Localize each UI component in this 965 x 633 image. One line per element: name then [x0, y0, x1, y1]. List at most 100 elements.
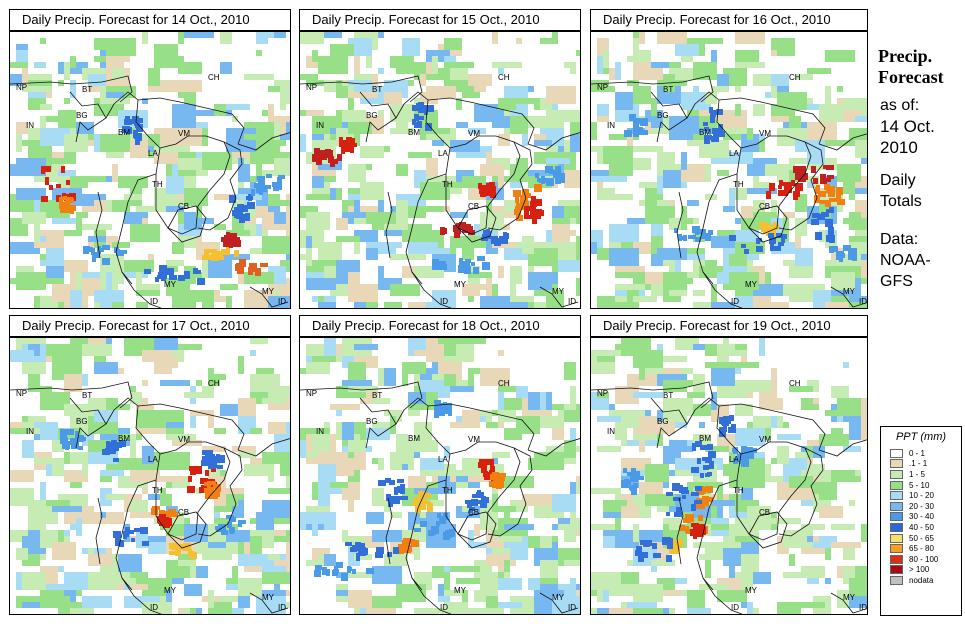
precip-cell	[142, 284, 160, 290]
precip-cell	[172, 578, 184, 584]
precip-cell	[306, 506, 330, 512]
precip-cell	[651, 560, 675, 566]
rain-cell	[666, 512, 670, 516]
precip-cell	[82, 344, 106, 356]
rain-cell	[515, 195, 519, 203]
legend-label: 1 - 5	[909, 469, 926, 479]
precip-cell	[94, 98, 100, 104]
precip-cell	[564, 404, 576, 410]
rain-cell	[209, 249, 217, 253]
precip-cell	[214, 518, 232, 524]
precip-cell	[669, 266, 675, 272]
precip-cell	[651, 128, 669, 134]
country-border	[487, 141, 533, 231]
rain-cell	[825, 219, 833, 227]
rain-cell	[397, 479, 404, 483]
region-label: IN	[316, 427, 324, 436]
rain-cell	[158, 516, 162, 524]
precip-cell	[154, 152, 178, 164]
precip-cell	[603, 86, 615, 92]
precip-cell	[136, 428, 166, 434]
rain-cell	[824, 184, 830, 190]
precip-cell	[46, 500, 70, 506]
rain-cell	[234, 237, 240, 243]
region-label: TH	[442, 180, 453, 189]
precip-cell	[378, 32, 384, 38]
rain-cell	[138, 135, 142, 141]
precip-cell	[789, 158, 819, 164]
rain-cell	[208, 454, 215, 460]
precip-cell	[190, 152, 208, 158]
precip-cell	[627, 134, 633, 146]
precip-cell	[82, 464, 88, 476]
precip-cell	[384, 500, 390, 512]
precip-cell	[28, 386, 52, 392]
precip-cell	[76, 518, 82, 536]
precip-cell	[330, 44, 354, 56]
precip-cell	[70, 608, 94, 614]
precip-cell	[172, 164, 178, 176]
precip-cell	[504, 560, 510, 572]
rain-cell	[61, 166, 65, 173]
precip-cell	[492, 350, 498, 368]
precip-cell	[480, 212, 504, 230]
precip-cell	[348, 386, 378, 392]
precip-cell	[366, 512, 384, 524]
precip-cell	[699, 266, 711, 278]
precip-cell	[100, 512, 106, 518]
precip-cell	[238, 356, 244, 374]
rain-cell	[667, 541, 673, 549]
precip-cell	[130, 512, 160, 518]
rain-cell	[513, 190, 521, 197]
rain-cell	[199, 487, 207, 493]
rain-cell	[144, 269, 151, 274]
rain-cell	[159, 514, 166, 521]
legend-item: 1 - 5	[881, 469, 961, 480]
country-border	[427, 97, 535, 145]
precip-map-panel: NP BT BG IN BM CH VM LA TH CB MY ID MY ID	[299, 31, 581, 309]
precip-cell	[669, 62, 681, 68]
rain-cell	[771, 224, 778, 230]
precip-cell	[747, 338, 759, 350]
precip-cell	[753, 104, 765, 116]
precip-cell	[516, 416, 540, 434]
region-label: VM	[468, 129, 480, 138]
rain-cell	[478, 462, 486, 468]
precip-cell	[280, 140, 286, 146]
precip-cell	[396, 434, 408, 452]
precip-cell	[450, 68, 468, 80]
rain-cell	[133, 130, 137, 138]
precip-cell	[88, 140, 94, 146]
precip-cell	[843, 566, 861, 572]
precip-cell	[546, 86, 576, 104]
precip-cell	[693, 374, 699, 392]
rain-cell	[412, 502, 418, 506]
precip-cell	[336, 260, 360, 272]
precip-cell	[819, 350, 825, 362]
precip-cell	[705, 560, 711, 578]
precip-cell	[540, 416, 564, 428]
precip-cell	[597, 116, 609, 122]
precip-cell	[40, 38, 46, 44]
rain-cell	[741, 446, 747, 454]
region-label: BG	[366, 417, 378, 426]
region-label: IN	[607, 121, 615, 130]
precip-cell	[342, 530, 348, 542]
precip-cell	[76, 272, 82, 290]
region-label: NP	[306, 389, 317, 398]
precip-cell	[645, 194, 657, 212]
precip-cell	[591, 242, 597, 254]
panel-title: Daily Precip. Forecast for 18 Oct., 2010	[299, 315, 581, 337]
rain-cell	[414, 114, 419, 121]
precip-cell	[202, 446, 226, 452]
precip-cell	[504, 476, 534, 488]
rain-cell	[691, 504, 696, 511]
country-border	[237, 438, 290, 457]
rain-cell	[60, 429, 68, 435]
precip-cell	[450, 188, 462, 194]
precip-cell	[324, 554, 336, 566]
precip-cell	[462, 590, 468, 602]
rain-cell	[676, 507, 681, 514]
rain-cell	[704, 127, 709, 131]
rain-cell	[207, 255, 215, 260]
